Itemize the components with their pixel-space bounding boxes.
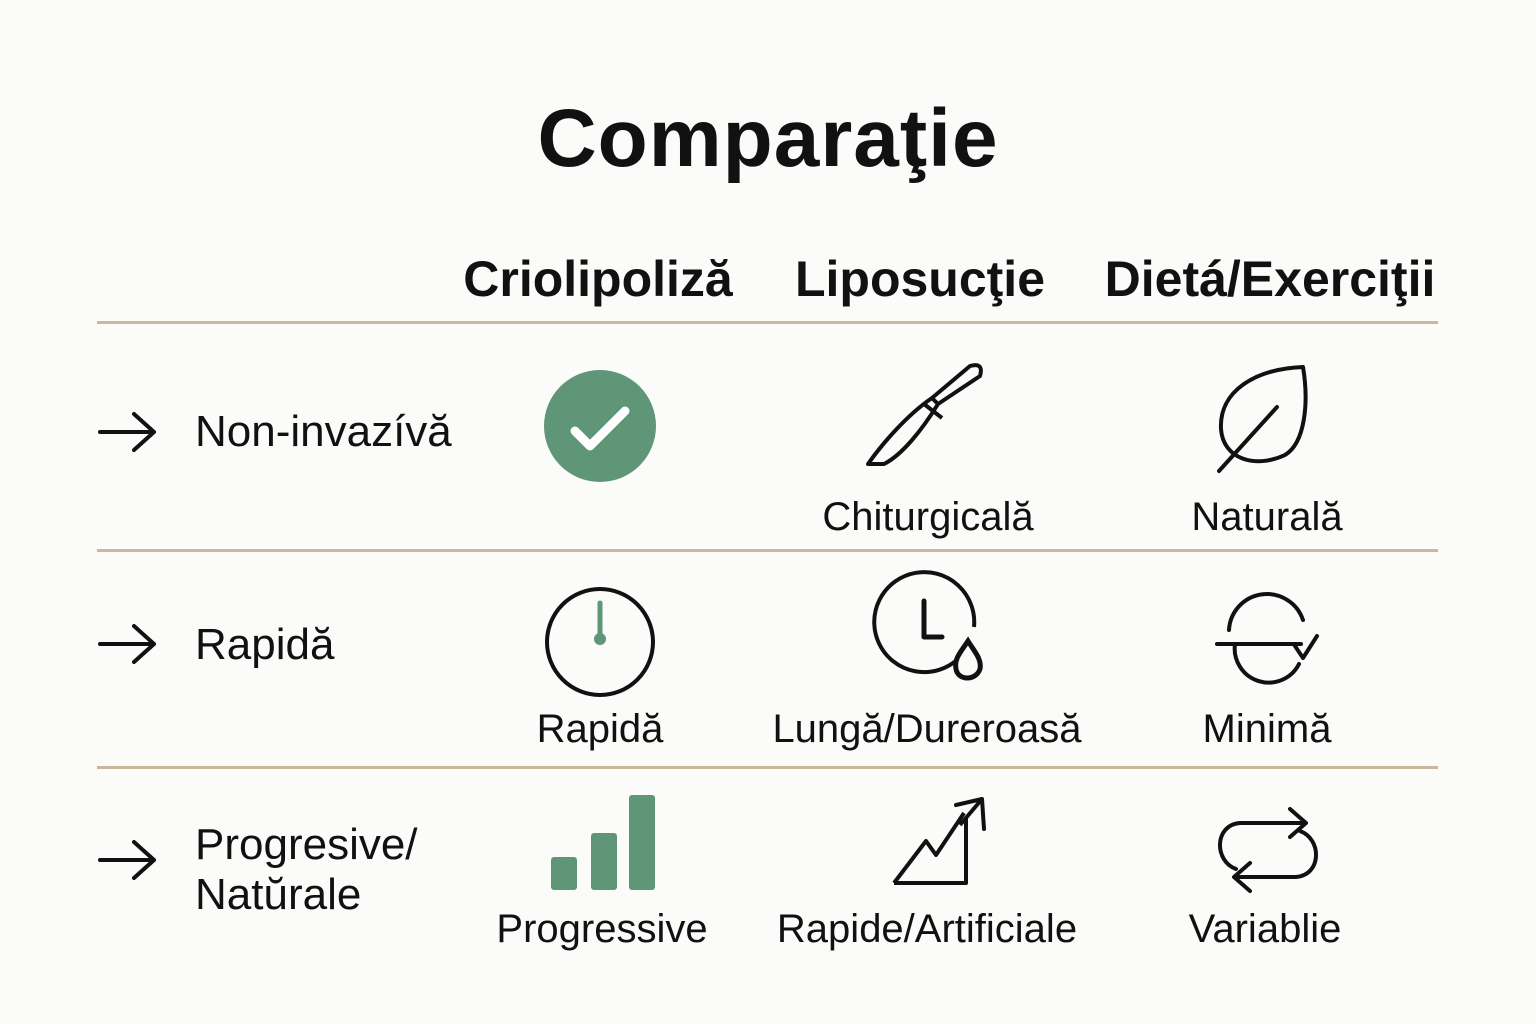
caption-minima: Minimă <box>1202 707 1332 751</box>
row-label-progresive: Progresive/ Natŭrale <box>195 820 418 920</box>
caption-rapide-artificiale: Rapide/Artificiale <box>776 907 1078 951</box>
caption-progressive: Progressive <box>496 907 708 951</box>
caption-chirurgicala: Chiturgicală <box>822 495 1034 539</box>
bar-chart-icon <box>551 795 655 890</box>
trend-up-icon <box>892 797 986 885</box>
arrow-right-icon <box>98 840 156 880</box>
column-header-criolipoliza: Criolipoliză <box>463 251 733 307</box>
arrow-right-icon <box>98 624 156 664</box>
repeat-icon <box>1218 807 1318 893</box>
row-label-line: Progresive/ <box>195 820 418 869</box>
caption-variabile: Variablie <box>1188 907 1342 951</box>
timer-icon <box>545 587 655 697</box>
cycle-check-icon <box>1215 592 1319 685</box>
row-label-non-invaziva: Non-invazívă <box>195 407 452 456</box>
page-title: Comparaţie <box>537 93 999 184</box>
row-label-rapida: Rapidă <box>195 620 335 669</box>
row-label-line: Natŭrale <box>195 870 362 919</box>
column-header-dieta: Dietá/Exerciţii <box>1104 251 1436 307</box>
divider <box>97 766 1438 769</box>
divider <box>97 549 1438 552</box>
check-circle-icon <box>544 370 656 482</box>
caption-rapida: Rapidă <box>536 707 664 751</box>
scalpel-icon <box>866 363 983 466</box>
arrow-right-icon <box>98 412 156 452</box>
column-header-liposuctie: Liposucţie <box>794 251 1046 307</box>
leaf-icon <box>1217 365 1308 473</box>
caption-naturala: Naturală <box>1191 495 1343 539</box>
divider <box>97 321 1438 324</box>
caption-lunga-dureroasa: Lungă/Dureroasă <box>772 707 1082 751</box>
clock-drop-icon <box>872 570 983 681</box>
